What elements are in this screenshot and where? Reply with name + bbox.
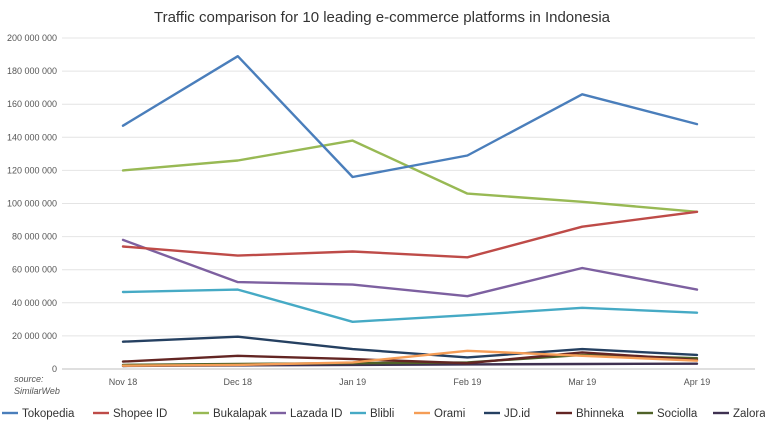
x-tick-label: Nov 18 — [109, 377, 138, 387]
series-line-orami — [121, 349, 699, 367]
legend-label: Shopee ID — [113, 408, 167, 420]
legend-label: Orami — [434, 408, 465, 420]
series-line-jd-id — [121, 335, 699, 359]
legend-label: Sociolla — [657, 408, 698, 420]
series-lines — [121, 55, 699, 368]
chart-title: Traffic comparison for 10 leading e-comm… — [154, 9, 611, 26]
x-tick-label: Dec 18 — [224, 377, 253, 387]
legend-label: Tokopedia — [22, 408, 75, 420]
y-tick-label: 0 — [52, 364, 57, 374]
y-tick-label: 180 000 000 — [7, 66, 57, 76]
series-line-lazada-id — [121, 238, 699, 298]
y-tick-label: 20 000 000 — [12, 331, 57, 341]
legend-label: Bukalapak — [213, 408, 267, 420]
legend-label: Zalora ID — [733, 408, 765, 420]
y-tick-label: 200 000 000 — [7, 33, 57, 43]
source-name: SimilarWeb — [14, 386, 60, 396]
series-line-blibli — [121, 288, 699, 323]
legend: Tokopedia Shopee ID Bukalapak Lazada ID Blib… — [2, 408, 765, 420]
y-tick-label: 100 000 000 — [7, 199, 57, 209]
series-line-tokopedia — [121, 55, 699, 179]
legend-label: Bhinneka — [576, 408, 625, 420]
legend-label: Blibli — [370, 408, 394, 420]
source-label: source: — [14, 374, 44, 384]
x-axis-ticks: Nov 18 Dec 18 Jan 19 Feb 19 Mar 19 Apr 19 — [109, 377, 711, 387]
y-tick-label: 40 000 000 — [12, 298, 57, 308]
y-tick-label: 140 000 000 — [7, 132, 57, 142]
gridlines — [62, 37, 755, 370]
y-tick-label: 80 000 000 — [12, 232, 57, 242]
x-tick-label: Jan 19 — [339, 377, 366, 387]
y-tick-label: 60 000 000 — [12, 265, 57, 275]
x-tick-label: Apr 19 — [684, 377, 711, 387]
series-line-shopee-id — [121, 210, 699, 259]
x-tick-label: Mar 19 — [568, 377, 596, 387]
x-tick-label: Feb 19 — [453, 377, 481, 387]
series-line-bukalapak — [121, 139, 699, 214]
series-line-bhinneka — [121, 351, 699, 365]
y-tick-label: 120 000 000 — [7, 165, 57, 175]
y-axis-ticks: 0 20 000 000 40 000 000 60 000 000 80 000 00… — [7, 33, 57, 374]
y-tick-label: 160 000 000 — [7, 99, 57, 109]
legend-label: JD.id — [504, 408, 530, 420]
legend-label: Lazada ID — [290, 408, 342, 420]
